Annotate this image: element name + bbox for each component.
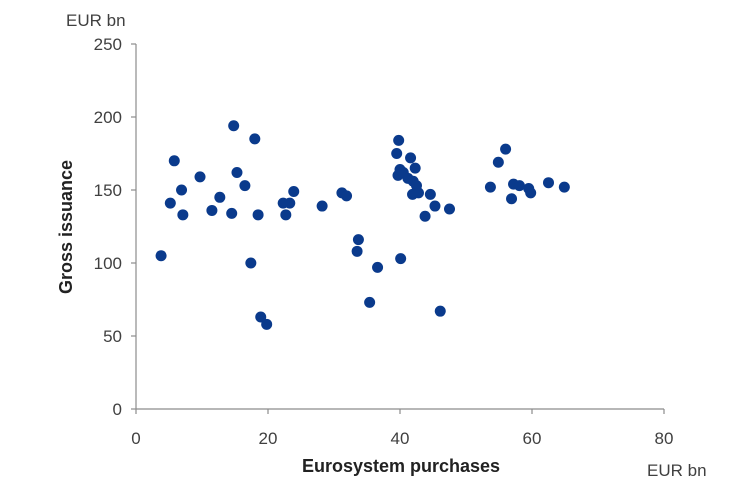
- y-tick-label: 100: [94, 254, 122, 273]
- data-point: [412, 187, 424, 199]
- data-point: [409, 162, 421, 174]
- y-tick-label: 150: [94, 181, 122, 200]
- data-point: [194, 171, 206, 183]
- data-point: [525, 187, 537, 199]
- y-tick-label: 250: [94, 35, 122, 54]
- x-unit-label: EUR bn: [647, 461, 707, 480]
- data-point: [245, 257, 257, 269]
- data-point: [164, 197, 176, 209]
- data-point: [393, 134, 405, 146]
- data-point: [558, 181, 570, 193]
- data-point: [255, 311, 267, 323]
- data-point: [543, 177, 554, 189]
- data-point: [513, 180, 525, 192]
- data-point: [506, 193, 518, 205]
- x-tick-label: 20: [259, 429, 278, 448]
- x-tick-label: 40: [391, 429, 410, 448]
- data-point: [231, 166, 243, 178]
- data-point: [280, 209, 292, 221]
- data-point: [261, 318, 273, 330]
- data-point: [284, 197, 296, 209]
- x-tick-label: 0: [131, 429, 140, 448]
- data-point: [214, 191, 226, 203]
- data-point: [228, 120, 240, 132]
- data-point: [226, 207, 238, 219]
- y-axis-ticks: 0 50 100 150 200 250: [94, 35, 136, 419]
- data-point: [168, 155, 180, 167]
- data-point: [419, 210, 431, 222]
- data-point: [288, 185, 300, 197]
- data-point: [492, 156, 504, 168]
- data-point: [484, 181, 496, 193]
- data-point: [444, 203, 455, 215]
- x-axis-ticks: 0 20 40 60 80: [131, 409, 673, 448]
- data-point: [252, 209, 264, 221]
- y-tick-label: 0: [113, 400, 122, 419]
- y-tick-label: 200: [94, 108, 122, 127]
- data-point: [177, 209, 189, 221]
- x-axis-title: Eurosystem purchases: [302, 456, 500, 476]
- x-tick-label: 80: [655, 429, 674, 448]
- data-point: [372, 261, 384, 273]
- data-point: [352, 234, 364, 246]
- data-point: [405, 152, 417, 164]
- y-unit-label: EUR bn: [66, 11, 126, 30]
- data-point: [500, 143, 512, 155]
- data-points: [155, 120, 570, 330]
- data-point: [429, 200, 441, 212]
- data-point: [391, 148, 403, 159]
- y-axis-title: Gross issuance: [56, 160, 76, 294]
- data-point: [316, 200, 328, 212]
- data-point: [341, 190, 353, 202]
- data-point: [239, 180, 251, 192]
- y-tick-label: 50: [103, 327, 122, 346]
- data-point: [424, 188, 436, 200]
- data-point: [395, 253, 407, 265]
- data-point: [206, 204, 218, 216]
- data-point: [176, 184, 188, 196]
- data-point: [249, 133, 261, 145]
- x-tick-label: 60: [523, 429, 542, 448]
- data-point: [364, 296, 376, 308]
- data-point: [434, 305, 446, 317]
- data-point: [351, 245, 363, 257]
- data-point: [155, 250, 167, 262]
